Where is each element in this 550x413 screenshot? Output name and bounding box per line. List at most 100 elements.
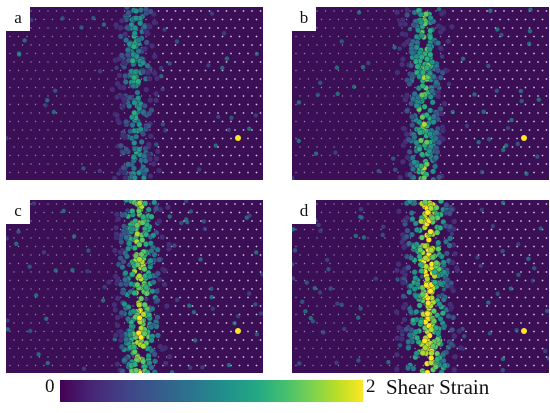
strained-atom [172,243,177,248]
lattice-site [247,103,249,106]
lattice-site [473,154,476,157]
lattice-site [64,254,66,256]
lattice-site [196,86,198,89]
band-atom [113,224,120,231]
lattice-site [528,27,531,29]
band-atom [412,275,419,281]
lattice-site [528,254,531,256]
band-atom [414,39,421,46]
band-atom [431,268,438,275]
band-atom [154,332,161,339]
lattice-site [375,356,378,358]
lattice-site [460,10,463,12]
lattice-site [456,296,459,299]
lattice-site [123,10,126,12]
lattice-site [516,120,518,123]
lattice-site [303,228,306,231]
lattice-site [367,146,369,148]
lattice-site [295,245,297,248]
lattice-site [358,203,361,205]
lattice-site [346,154,348,157]
lattice-site [346,103,348,106]
strained-atom [259,272,263,277]
lattice-site [465,154,467,157]
lattice-site [102,103,105,106]
lattice-site [371,245,374,248]
strained-atom [317,290,323,295]
band-atom [438,10,445,17]
lattice-site [153,120,156,123]
lattice-site [34,103,37,106]
band-atom [136,315,143,321]
lattice-site [47,305,49,307]
lattice-site [251,356,253,358]
band-atom [151,53,158,60]
strained-atom [524,171,529,176]
lattice-site [89,27,92,29]
band-atom [153,155,160,162]
lattice-site [354,245,357,248]
lattice-site [196,228,198,231]
band-atom [441,362,448,369]
lattice-site [477,163,480,165]
lattice-site [17,279,20,282]
lattice-site [166,78,168,80]
lattice-site [259,146,262,148]
lattice-site [312,35,314,38]
lattice-site [520,254,522,256]
strained-atom [71,234,77,239]
band-atom [164,204,171,211]
lattice-site [115,129,117,131]
band-atom [426,46,433,53]
lattice-site [30,95,32,97]
lattice-site [9,330,11,333]
lattice-site [21,146,24,148]
lattice-site [482,347,484,350]
lattice-site [72,112,75,114]
lattice-site [375,95,378,97]
lattice-site [358,112,361,114]
lattice-site [397,330,399,333]
lattice-site [316,356,318,358]
lattice-site [111,262,113,265]
lattice-site [170,347,173,350]
lattice-site [346,262,348,265]
band-atom [411,286,418,292]
band-atom [145,69,152,76]
lattice-site [482,154,484,157]
lattice-site [469,322,471,324]
lattice-site [221,279,224,282]
lattice-site [346,69,348,72]
lattice-site [251,44,253,46]
lattice-site [234,95,236,97]
lattice-site [537,288,539,290]
lattice-site [208,95,211,97]
lattice-site [217,203,219,205]
lattice-site [77,137,79,140]
lattice-site [196,262,198,265]
lattice-site [162,35,164,38]
lattice-site [354,154,357,157]
lattice-site [503,163,505,165]
lattice-site [507,35,510,38]
strained-atom [253,302,258,307]
lattice-site [200,27,202,29]
lattice-site [30,305,32,307]
band-atom [451,333,458,340]
lattice-site [145,211,147,214]
lattice-site [307,129,310,131]
band-atom [147,133,154,140]
lattice-site [524,296,527,299]
lattice-site [341,146,344,148]
lattice-site [38,254,41,256]
lattice-site [30,61,32,63]
lattice-site [238,103,241,106]
lattice-site [350,146,352,148]
lattice-site [123,322,126,324]
lattice-site [401,27,403,29]
lattice-site [196,211,198,214]
lattice-site [528,237,531,239]
band-atom [429,99,436,106]
band-atom [451,218,458,225]
lattice-site [98,78,100,80]
